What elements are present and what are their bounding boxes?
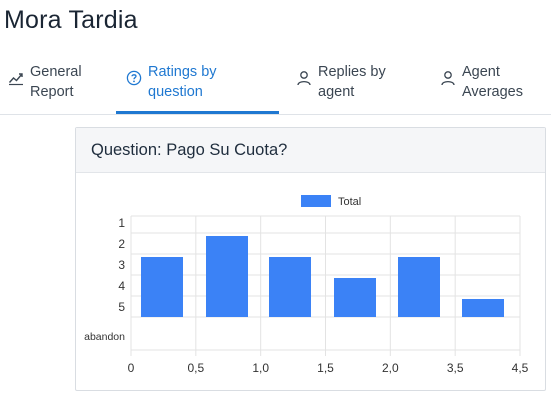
tab-label: Agent Averages [462, 64, 523, 100]
user-icon [296, 70, 312, 86]
y-tick-label: 4 [118, 279, 125, 293]
tab-label: Ratings by question [148, 64, 217, 100]
tab-ratings-by-question[interactable]: Ratings by question [126, 58, 228, 112]
tab-label: General Report [30, 64, 82, 100]
y-tick-label: 2 [118, 237, 125, 251]
bar-total [462, 299, 504, 317]
x-tick-label: 2,0 [382, 361, 399, 375]
y-tick-label: abandon [84, 331, 125, 343]
x-tick-label: 1,0 [252, 361, 269, 375]
y-tick-label: 3 [118, 258, 125, 272]
active-tab-indicator [116, 111, 279, 114]
user-icon [440, 70, 456, 86]
tab-replies-by-agent[interactable]: Replies by agent [296, 58, 398, 112]
tab-bar: General Report Ratings by question Repli… [0, 58, 551, 115]
x-tick-label: 3,5 [447, 361, 464, 375]
x-tick-label: 0,5 [187, 361, 204, 375]
y-tick-label: 5 [118, 300, 125, 314]
bar-total [269, 257, 311, 317]
bar-total [141, 257, 183, 317]
ratings-bar-chart: 1 2 3 4 5 abandon 0 0,5 1,0 1,5 2,0 3,5 4,5 Total [84, 195, 529, 375]
tab-general-report[interactable]: General Report [8, 58, 110, 112]
tab-agent-averages[interactable]: Agent Averages [440, 58, 542, 112]
question-circle-icon [126, 70, 142, 86]
legend-swatch [301, 195, 331, 207]
tab-label: Replies by agent [318, 64, 386, 100]
line-chart-icon [8, 70, 24, 86]
bar-total [334, 278, 376, 317]
card-title: Question: Pago Su Cuota? [76, 128, 545, 173]
bar-total [206, 236, 248, 317]
page-title: Mora Tardia [4, 6, 138, 34]
legend-label: Total [338, 196, 361, 208]
bar-total [398, 257, 440, 317]
x-tick-label: 4,5 [512, 361, 529, 375]
x-tick-label: 1,5 [317, 361, 334, 375]
x-tick-label: 0 [128, 361, 135, 375]
y-tick-label: 1 [118, 216, 125, 230]
question-card: Question: Pago Su Cuota? 1 2 3 4 5 abandon 0 0,… [75, 127, 546, 391]
